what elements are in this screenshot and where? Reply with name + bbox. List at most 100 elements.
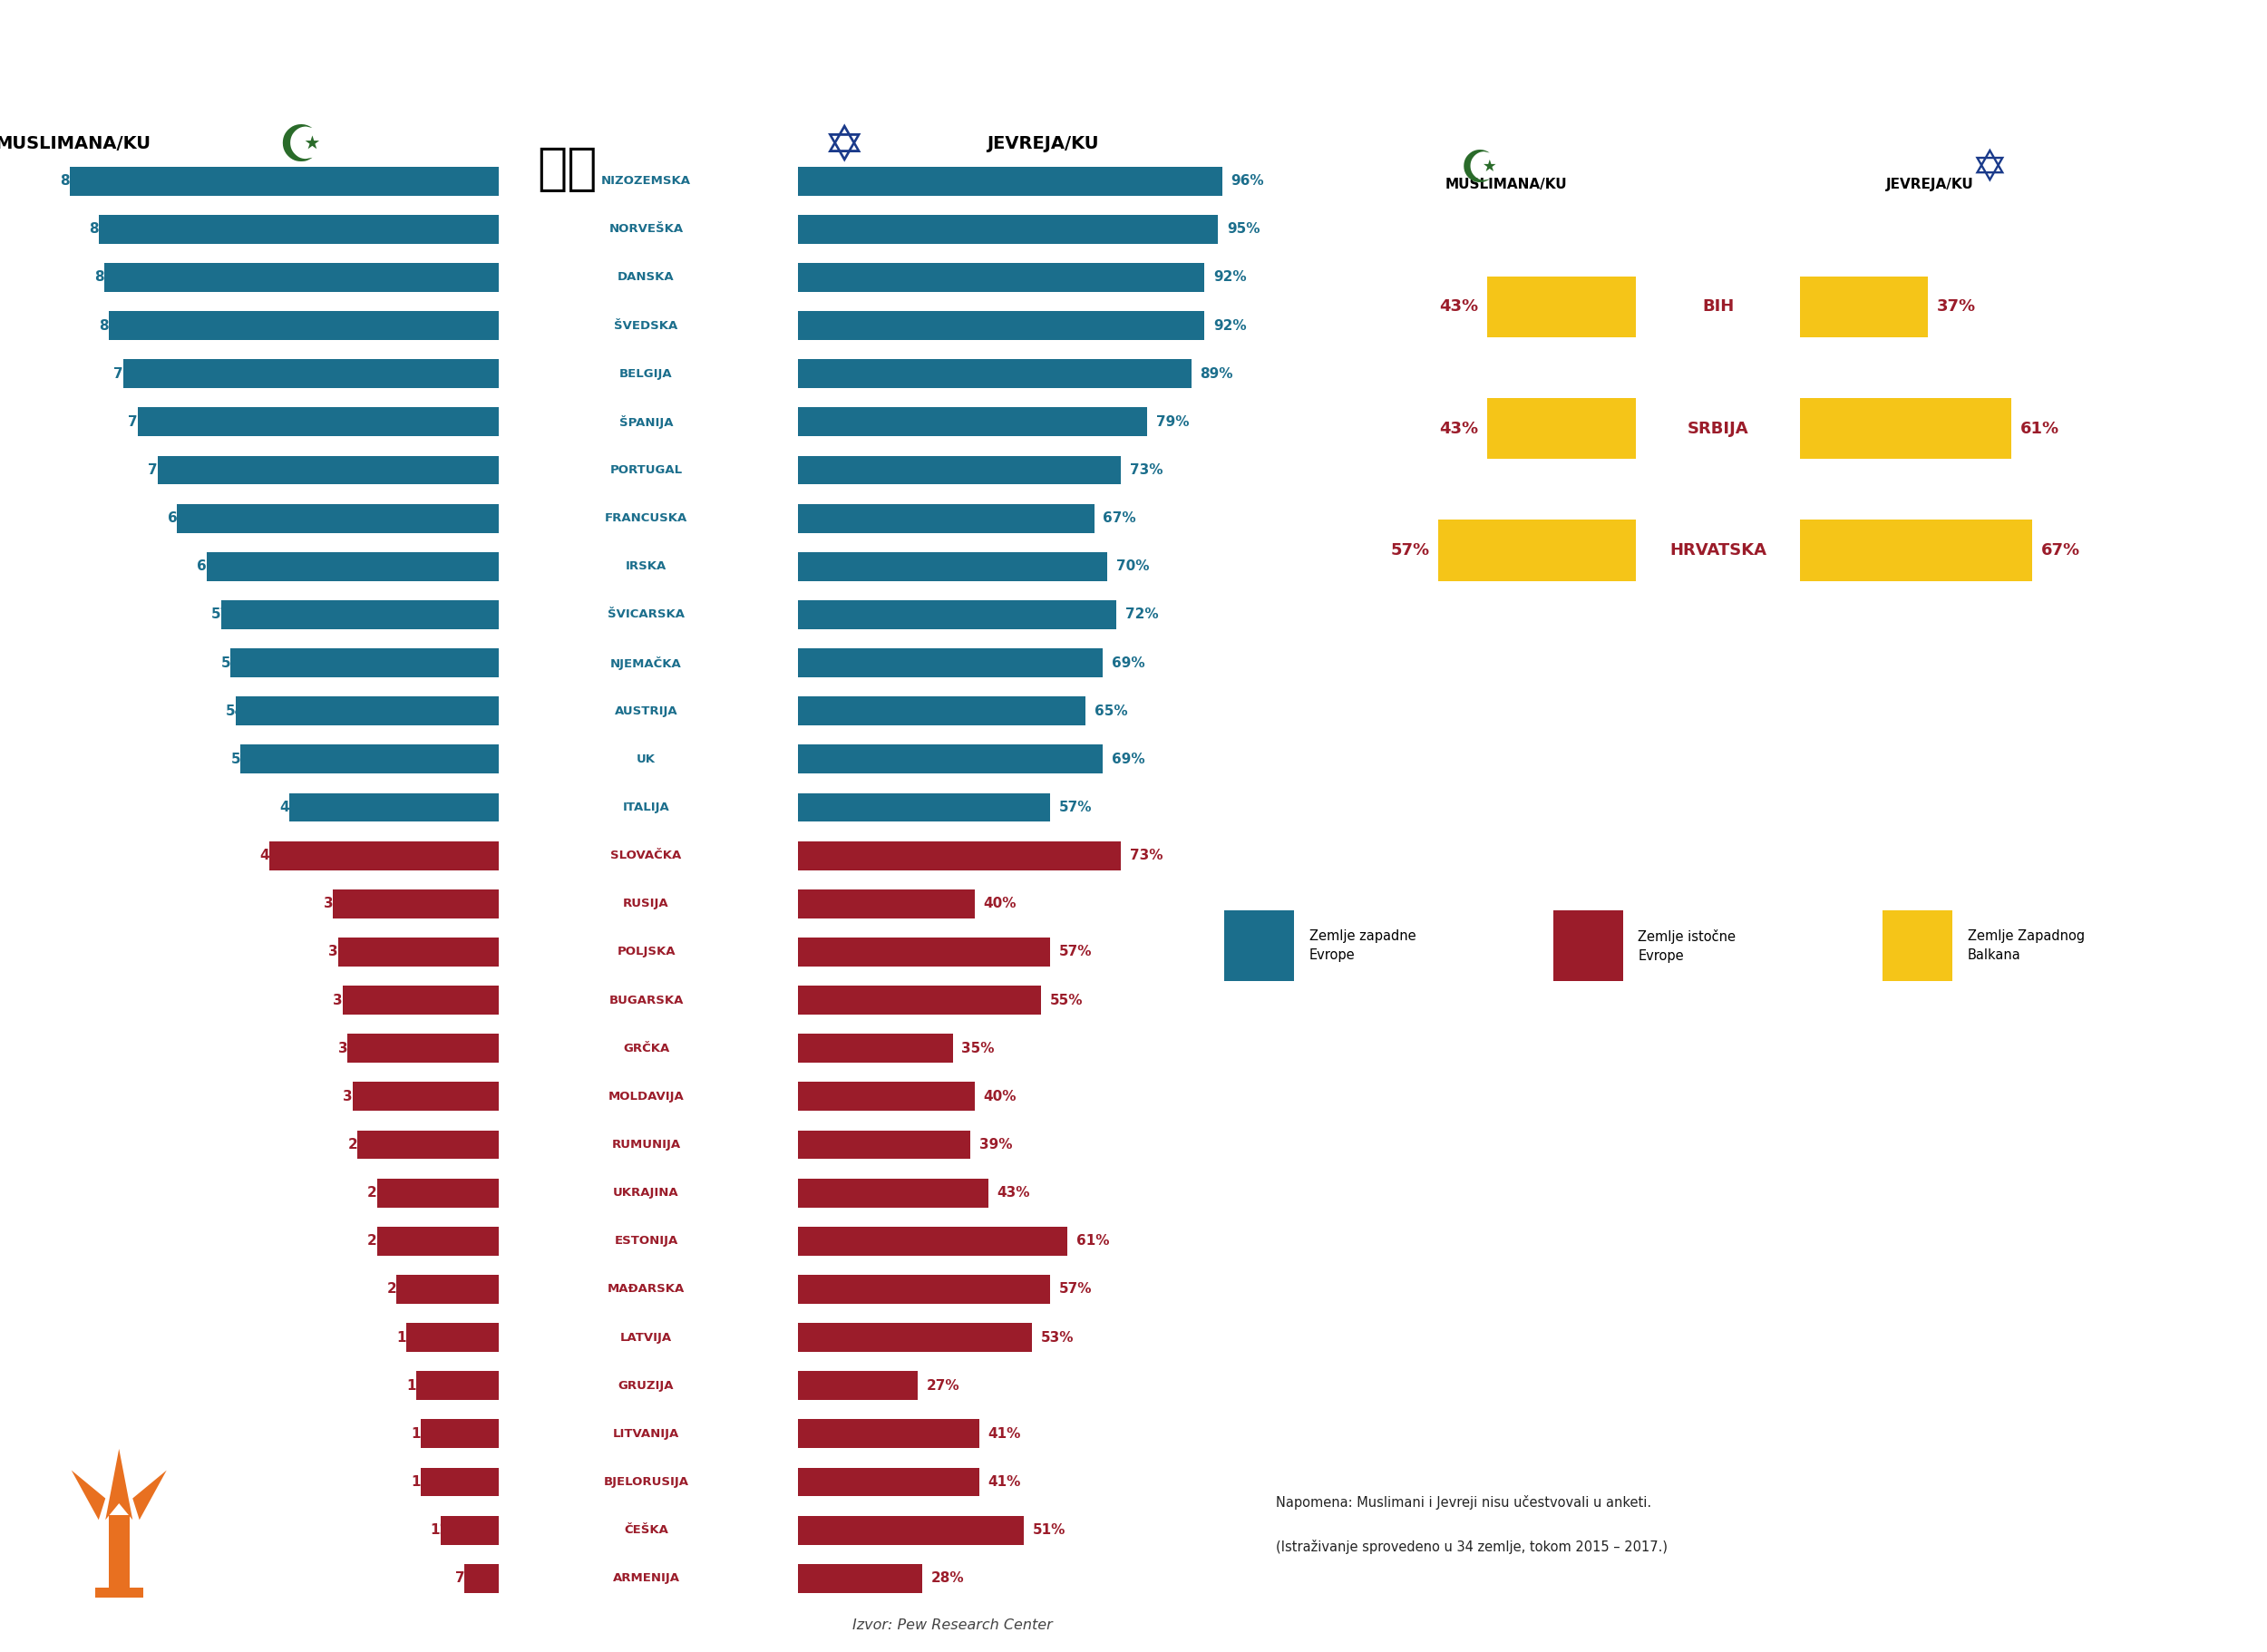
Text: JEVREJA/KU: JEVREJA/KU [1886, 178, 1975, 192]
Text: 35%: 35% [961, 1041, 995, 1056]
Text: 95%: 95% [1226, 223, 1260, 236]
Text: 21%: 21% [388, 1282, 419, 1297]
Text: 69%: 69% [1111, 752, 1145, 767]
Text: 27%: 27% [927, 1379, 959, 1393]
Bar [70, 167, 499, 195]
Bar [406, 1323, 499, 1351]
Text: 12%: 12% [431, 1523, 465, 1536]
Bar [109, 311, 499, 340]
Bar [1487, 398, 1637, 459]
Text: 31%: 31% [338, 1041, 372, 1056]
Text: DANSKA: DANSKA [617, 271, 676, 282]
Bar [1882, 910, 1952, 981]
Bar [798, 986, 1041, 1014]
Text: 77%: 77% [113, 367, 147, 380]
Text: 80%: 80% [100, 319, 131, 332]
Text: 16%: 16% [410, 1475, 444, 1488]
Bar [798, 793, 1050, 823]
Bar [1553, 910, 1623, 981]
Text: 19%: 19% [397, 1330, 428, 1345]
Text: 66%: 66% [168, 512, 202, 525]
Text: 57%: 57% [1059, 945, 1093, 958]
Bar [798, 1275, 1050, 1303]
Text: 57%: 57% [1059, 1282, 1093, 1297]
Text: 72%: 72% [1124, 608, 1158, 621]
Text: BELGIJA: BELGIJA [619, 368, 673, 380]
Bar [798, 889, 975, 919]
Text: 57%: 57% [211, 608, 245, 621]
Text: RUSIJA: RUSIJA [623, 899, 669, 910]
Text: Zemlje Zapadnog
Balkana: Zemlje Zapadnog Balkana [1968, 930, 2083, 961]
Bar [798, 504, 1095, 532]
Text: ✡: ✡ [823, 124, 866, 172]
Bar [798, 360, 1192, 388]
Bar [1224, 910, 1294, 981]
Polygon shape [131, 1470, 168, 1520]
Bar [798, 215, 1217, 244]
Text: ŠPANIJA: ŠPANIJA [619, 415, 673, 430]
Text: 25%: 25% [367, 1186, 401, 1199]
Text: ESTONIJA: ESTONIJA [614, 1236, 678, 1247]
Text: 37%: 37% [1936, 299, 1977, 316]
Text: 73%: 73% [1129, 463, 1163, 477]
Text: 70%: 70% [1115, 560, 1149, 573]
Bar [440, 1517, 499, 1545]
Bar [138, 408, 499, 436]
Bar [465, 1564, 499, 1593]
Text: SLOVAČKA: SLOVAČKA [610, 849, 682, 861]
Text: 55%: 55% [1050, 993, 1084, 1008]
Text: 43%: 43% [997, 1186, 1029, 1199]
Bar [354, 1082, 499, 1112]
Bar [798, 938, 1050, 966]
Text: GRUZIJA: GRUZIJA [619, 1379, 673, 1391]
Bar [104, 263, 499, 292]
Bar [798, 1323, 1031, 1351]
Bar [290, 793, 499, 823]
Text: 53%: 53% [231, 752, 263, 767]
Text: PORTUGAL: PORTUGAL [610, 464, 682, 476]
Bar [798, 648, 1104, 677]
Bar [798, 167, 1222, 195]
Bar [376, 1226, 499, 1256]
Text: 61%: 61% [2020, 420, 2058, 436]
Text: 67%: 67% [1104, 512, 1136, 525]
Bar [220, 600, 499, 629]
Text: BIH: BIH [1703, 299, 1734, 316]
Text: 40%: 40% [984, 1090, 1016, 1104]
Text: 16%: 16% [410, 1427, 444, 1441]
Text: HRVATSKA: HRVATSKA [1669, 542, 1766, 558]
Text: NORVEŠKA: NORVEŠKA [610, 223, 682, 235]
Text: RUMUNIJA: RUMUNIJA [612, 1138, 680, 1150]
Bar [798, 1419, 979, 1449]
Text: 43%: 43% [279, 801, 313, 814]
Text: 81%: 81% [95, 271, 127, 284]
Bar [798, 311, 1204, 340]
Bar [798, 697, 1086, 725]
Bar [376, 1178, 499, 1208]
Text: MUSLIMANA/KU: MUSLIMANA/KU [0, 135, 150, 152]
Text: 25%: 25% [367, 1234, 401, 1247]
Text: 👰🤵: 👰🤵 [537, 145, 596, 193]
Text: POLJSKA: POLJSKA [617, 947, 676, 958]
Bar [100, 215, 499, 244]
Text: MUSLIMANA/KU: MUSLIMANA/KU [1444, 178, 1566, 192]
Text: NIZOZEMSKA: NIZOZEMSKA [601, 175, 691, 187]
Text: 69%: 69% [1111, 656, 1145, 669]
Bar [236, 697, 499, 725]
Bar [415, 1371, 499, 1399]
Bar [798, 1517, 1022, 1545]
Text: 43%: 43% [1440, 420, 1478, 436]
Text: 7%: 7% [456, 1571, 478, 1586]
Text: 74%: 74% [129, 415, 161, 430]
Bar [1800, 520, 2031, 582]
Bar [397, 1275, 499, 1303]
Text: 79%: 79% [1156, 415, 1190, 430]
Text: UKRAJINA: UKRAJINA [612, 1188, 680, 1199]
Text: 67%: 67% [2040, 542, 2079, 558]
Text: MAĐARSKA: MAĐARSKA [608, 1284, 685, 1295]
Bar [333, 889, 499, 919]
Polygon shape [104, 1449, 131, 1520]
Text: (Istraživanje sprovedeno u 34 zemlje, tokom 2015 – 2017.): (Istraživanje sprovedeno u 34 zemlje, to… [1276, 1540, 1669, 1555]
Bar [422, 1467, 499, 1497]
Text: 61%: 61% [1077, 1234, 1109, 1247]
